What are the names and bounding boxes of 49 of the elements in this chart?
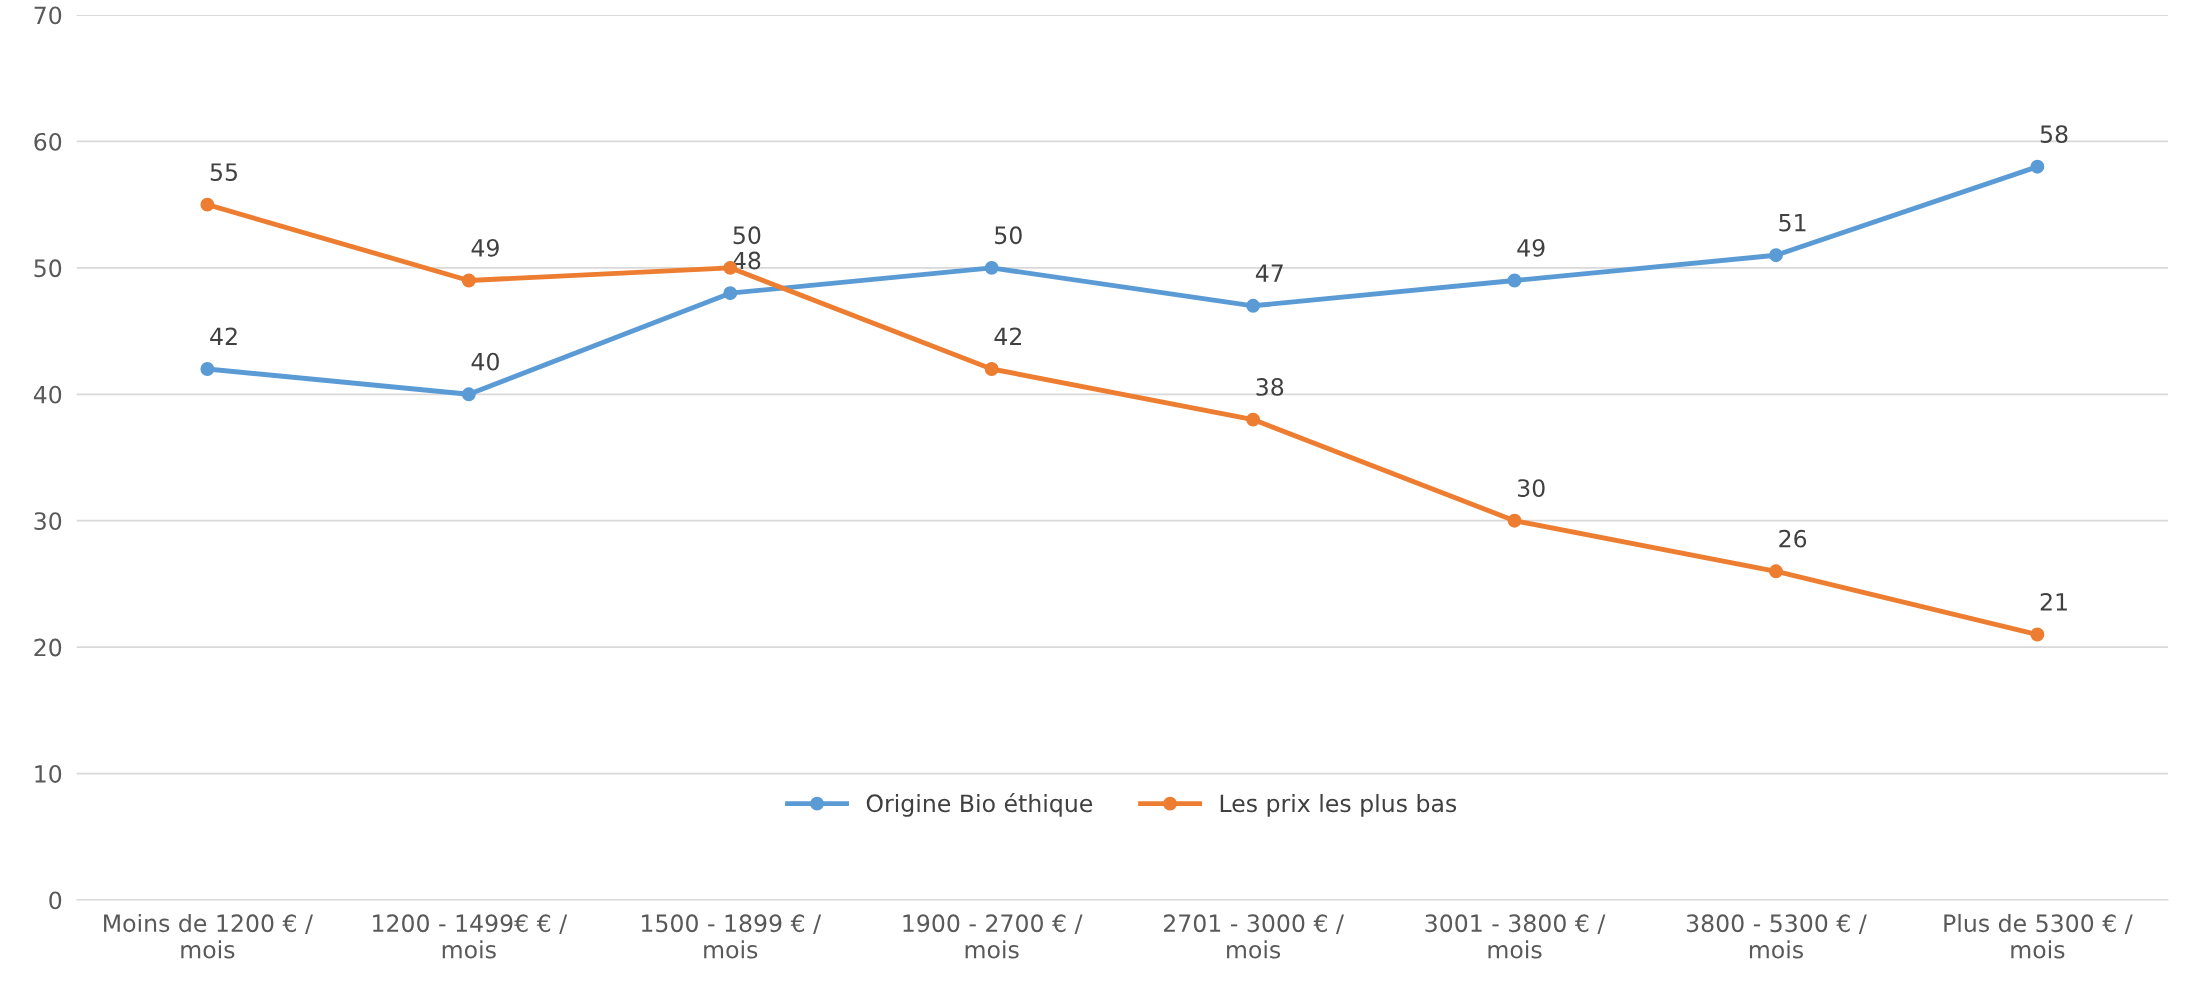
- data-label: 55: [210, 163, 237, 181]
- point: [1507, 513, 1522, 528]
- data-label: 30: [1517, 479, 1545, 498]
- point: [984, 260, 999, 275]
- point: [1769, 248, 1783, 263]
- x-tick-label: Moins de 1200 € / mois: [104, 913, 313, 959]
- point: [461, 273, 476, 288]
- data-label: 47: [1255, 264, 1283, 282]
- data-label: 58: [2040, 125, 2068, 144]
- data-label: 42: [210, 327, 237, 345]
- legend-label: Origine Bio éthique: [866, 793, 1093, 817]
- x-tick-label: 3800 - 5300 € / mois: [1686, 914, 1867, 959]
- y-tick-label: 40: [33, 385, 62, 404]
- y-tick-label: 50: [34, 259, 62, 278]
- x-tick-label: Plus de 5300 € / mois: [1944, 913, 2133, 959]
- data-label: 26: [1779, 529, 1807, 548]
- data-label: 38: [1256, 378, 1284, 396]
- legend-label: Les prix les plus bas: [1220, 793, 1457, 817]
- data-label: 49: [1517, 238, 1545, 257]
- x-tick-label: 2701 - 3000 € / mois: [1163, 914, 1344, 959]
- data-label: 50: [733, 226, 761, 245]
- y-tick-label: 0: [49, 891, 62, 910]
- point: [461, 387, 476, 402]
- x-tick-label: 3001 - 3800 € / mois: [1425, 914, 1606, 959]
- point: [1246, 298, 1261, 313]
- point: [2030, 627, 2045, 642]
- data-label: 40: [471, 352, 499, 371]
- y-tick-label: 30: [34, 512, 62, 531]
- point: [723, 286, 738, 301]
- x-tick-label: 1200 - 1499€ € / mois: [373, 914, 568, 959]
- point: [200, 197, 215, 212]
- data-label: 49: [471, 238, 499, 257]
- data-label: 48: [733, 251, 761, 270]
- point: [984, 362, 999, 376]
- x-tick-label: 1900 - 2700 € / mois: [903, 914, 1083, 959]
- data-label: 42: [994, 327, 1021, 345]
- y-tick-label: 60: [34, 132, 62, 151]
- point: [200, 362, 215, 376]
- y-tick-label: 20: [34, 638, 62, 657]
- point: [2030, 159, 2045, 174]
- point: [1246, 412, 1261, 427]
- data-label: 51: [1779, 213, 1806, 232]
- x-tick-label: 1500 - 1899 € / mois: [641, 914, 822, 959]
- data-label: 50: [995, 226, 1022, 245]
- point: [1507, 273, 1522, 288]
- y-tick-label: 70: [34, 6, 62, 25]
- y-tick-label: 10: [35, 765, 62, 783]
- point: [1769, 564, 1783, 579]
- data-label: 21: [2040, 592, 2067, 611]
